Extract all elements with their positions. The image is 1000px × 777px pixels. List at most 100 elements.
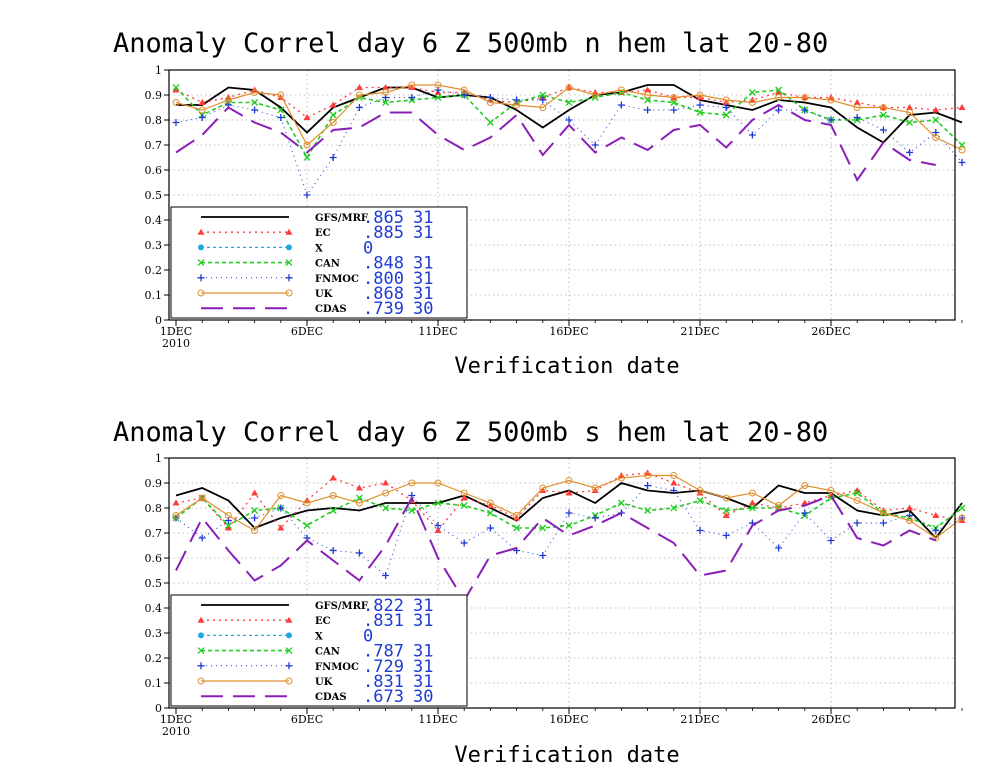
data-point	[565, 522, 573, 529]
x-tick-label: 11DEC	[418, 713, 457, 726]
data-point	[355, 549, 363, 557]
x-tick-label: 6DEC	[291, 325, 323, 338]
data-point	[513, 514, 521, 521]
data-point	[198, 534, 206, 542]
data-point	[355, 499, 363, 507]
data-point	[879, 111, 887, 119]
data-point	[722, 512, 730, 518]
data-point	[224, 522, 232, 529]
data-point	[958, 514, 966, 522]
data-point	[696, 497, 704, 504]
data-point	[329, 101, 337, 108]
data-point	[251, 514, 259, 522]
legend-count: 30	[413, 299, 433, 319]
data-point	[172, 119, 180, 126]
legend-marker	[285, 259, 293, 267]
data-point	[382, 84, 390, 90]
data-point	[329, 474, 337, 481]
data-point	[329, 154, 337, 161]
data-point	[958, 104, 966, 110]
data-point	[224, 512, 232, 519]
legend-marker	[197, 228, 205, 235]
data-point	[644, 96, 652, 104]
data-point	[906, 504, 914, 511]
y-tick-label: 0.9	[145, 477, 163, 490]
data-point	[486, 502, 494, 508]
data-point	[408, 479, 416, 487]
series-ec	[172, 469, 966, 533]
legend-count: 30	[413, 687, 433, 707]
data-point	[408, 84, 416, 90]
legend-score: .865	[363, 208, 404, 228]
data-point	[172, 512, 180, 519]
legend-box	[170, 594, 468, 707]
data-point	[958, 159, 966, 166]
series-line	[175, 494, 937, 603]
data-point	[355, 91, 363, 99]
data-point	[539, 484, 547, 492]
data-point	[591, 91, 599, 99]
data-point	[303, 191, 311, 199]
legend-score: .831	[363, 611, 404, 631]
legend-label: X	[315, 631, 323, 642]
data-point	[224, 96, 232, 104]
legend-score: .739	[363, 299, 404, 319]
x-axis-label: Verification date	[454, 354, 679, 379]
data-point	[696, 527, 704, 534]
y-tick-label: 0.8	[145, 502, 163, 515]
plot-frame	[168, 457, 956, 709]
data-point	[434, 522, 442, 529]
data-point	[958, 146, 966, 154]
legend: GFS/MRF.865 31 EC .885 31 X 0 CAN .848 31 FNMOC .80…	[170, 206, 468, 319]
data-point	[722, 99, 730, 105]
data-point	[801, 509, 809, 517]
data-point	[644, 507, 652, 514]
data-point	[775, 86, 783, 94]
data-point	[906, 109, 914, 116]
data-point	[513, 101, 521, 109]
data-point	[644, 106, 652, 114]
data-point	[355, 494, 363, 502]
data-point	[172, 99, 180, 106]
legend-score: .729	[363, 657, 404, 677]
legend-label: FNMOC	[315, 274, 359, 285]
data-point	[879, 104, 887, 111]
data-point	[513, 524, 521, 532]
data-point	[591, 487, 599, 493]
series-line	[175, 84, 963, 151]
chart-title: Anomaly Correl day 6 Z 500mb n hem lat 2…	[113, 28, 828, 59]
y-tick-label: 0.1	[145, 677, 163, 690]
data-point	[172, 84, 180, 91]
data-point	[251, 89, 259, 96]
data-point	[251, 507, 259, 514]
legend-count: 31	[413, 208, 433, 228]
data-point	[224, 524, 232, 531]
data-point	[565, 477, 573, 484]
legend-marker	[197, 259, 205, 267]
data-point	[486, 99, 494, 106]
data-point	[198, 494, 206, 502]
data-point	[329, 507, 337, 514]
data-point	[486, 499, 494, 507]
data-point	[460, 539, 468, 547]
data-point	[644, 482, 652, 489]
data-point	[932, 512, 940, 518]
data-point	[513, 512, 521, 519]
data-point	[722, 104, 730, 111]
legend-marker	[285, 647, 293, 655]
plot-frame	[168, 69, 956, 321]
legend-marker	[286, 632, 292, 639]
legend-count: 31	[413, 657, 433, 677]
data-point	[277, 91, 285, 99]
data-point	[355, 84, 363, 90]
data-point	[617, 101, 625, 109]
data-point	[434, 499, 442, 507]
data-point	[434, 479, 442, 487]
y-tick-label: 0.2	[145, 264, 163, 277]
x-tick-label: 1DEC	[160, 325, 192, 338]
data-point	[382, 479, 390, 486]
data-point	[775, 502, 783, 509]
data-point	[408, 81, 416, 89]
legend-count: 31	[413, 611, 433, 631]
